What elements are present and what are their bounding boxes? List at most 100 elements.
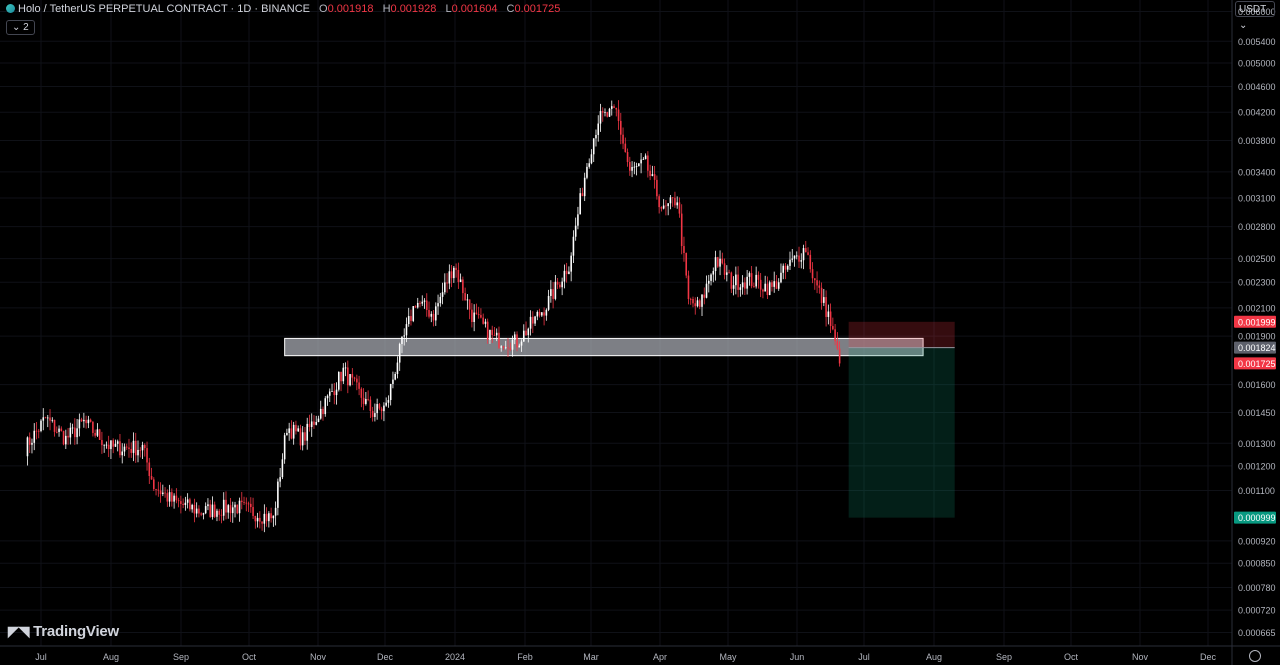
candle-body [272,515,275,519]
price-tick-label: 0.000920 [1238,536,1276,546]
candle [69,422,72,445]
holo-logo-icon [6,4,15,13]
symbol-title[interactable]: Holo / TetherUS PERPETUAL CONTRACT · 1D … [18,3,310,15]
candle-body [795,255,798,257]
candle [182,498,184,509]
settings-gear-icon[interactable] [1249,650,1261,662]
candle-body [112,440,114,447]
candle [146,441,148,471]
candle [389,383,392,406]
candle-body [732,285,735,289]
candle-body [358,382,360,389]
candle-body [173,495,175,502]
candle [401,336,403,354]
candle [775,275,778,290]
candle [633,161,636,175]
candle-body [692,299,694,304]
candle-body [157,489,160,491]
time-tick-label: Dec [1200,652,1217,662]
candle-body [622,134,624,144]
candle-body [351,374,354,378]
candle-body [367,399,369,400]
candle [281,453,284,480]
candle [610,100,613,116]
candle-body [507,347,509,349]
candle [764,275,766,292]
candle-body [189,499,191,510]
candle-body [771,282,773,287]
candle [164,487,166,498]
candle-body [337,371,340,390]
candle [674,191,676,208]
candle-body [414,306,417,308]
candle-body [755,274,757,287]
candle-body [60,428,63,432]
candle [649,164,651,181]
candle [507,337,509,357]
candle-body [213,504,216,517]
candle-body [80,419,83,422]
candle-body [829,311,832,327]
candle-body [511,339,514,350]
candle-body [344,367,347,369]
candle-body [446,282,448,284]
candle-body [741,282,744,288]
candle-body [128,447,130,449]
candle [511,335,514,357]
candle-body [123,446,126,452]
candle-body [74,427,76,438]
price-tick-label: 0.001600 [1238,380,1276,390]
price-tick-label: 0.000720 [1238,606,1276,616]
candle-body [561,281,563,288]
candle [638,163,640,167]
candle [793,255,796,267]
candle [823,289,825,307]
candle [85,415,87,429]
candle-body [83,419,85,422]
candle [669,194,672,210]
time-tick-label: Aug [926,652,942,662]
candle [750,265,753,289]
candle [207,498,209,511]
candle [439,292,442,307]
candle [629,156,631,176]
time-tick-label: Feb [517,652,533,662]
candle [726,265,728,282]
candle [430,311,433,323]
candle-body [356,378,358,383]
candle-body [121,451,124,456]
candle [240,491,243,510]
candle-body [550,289,552,296]
candle [802,244,805,270]
high-label: H [382,3,391,15]
candle [204,502,207,515]
candle-body [705,283,708,298]
candle-body [777,282,780,289]
candle [222,492,225,521]
candle-body [392,379,394,384]
candle [795,251,798,260]
candle-body [504,347,507,349]
candle-body [471,309,473,322]
candle-body [378,404,381,409]
candle-body [477,314,480,316]
candle-body [759,279,762,290]
candle-body [762,289,764,292]
candle-body [838,348,841,364]
candle [425,293,428,317]
candle [225,491,227,520]
candle-body [662,205,665,209]
candle [502,345,505,351]
currency-dropdown[interactable]: USDT ⌄ [1235,1,1275,31]
candle [340,371,342,392]
candle [297,425,299,433]
candle [421,295,424,307]
candle-body [495,332,498,336]
time-axis[interactable]: Jul Aug Sep Oct Nov Dec 2024 Feb Mar Apr May Jun Jul… [0,645,1280,662]
candle [119,433,121,458]
indicators-toggle-button[interactable]: ⌄ 2 [6,20,35,35]
candle-body [825,297,827,317]
price-axis[interactable]: 0.006000 0.005400 0.005000 0.004600 0.004200… [1231,0,1276,665]
candle-body [687,275,690,299]
